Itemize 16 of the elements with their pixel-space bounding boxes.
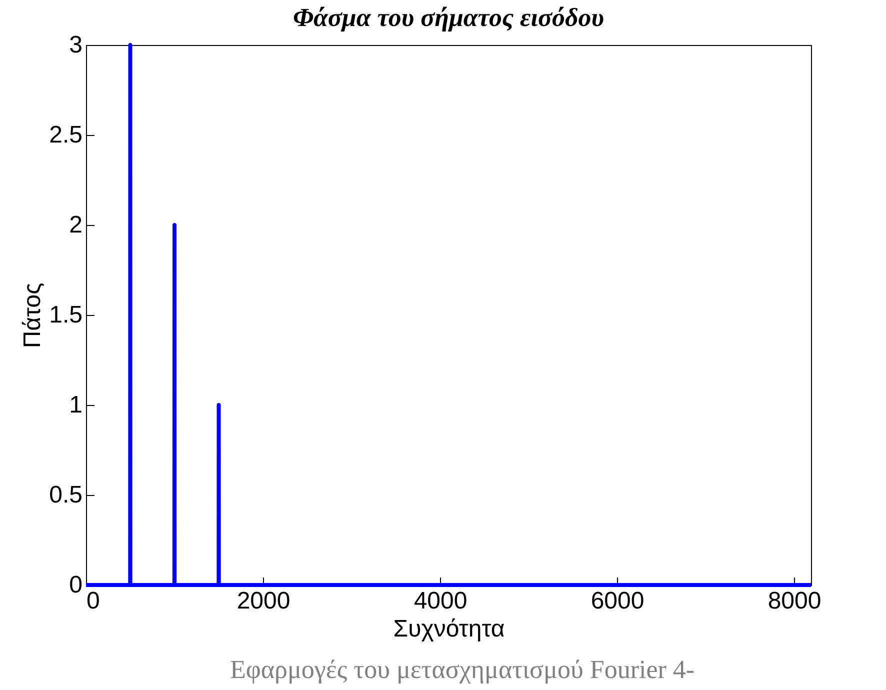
- x-tick-label: 2000: [236, 588, 290, 614]
- y-tick-label: 3: [69, 32, 82, 58]
- x-tick-label: 0: [86, 588, 100, 614]
- y-tick-label: 0.5: [49, 482, 82, 508]
- x-axis-title: Συχνότητα: [393, 616, 505, 642]
- x-tick-label: 4000: [414, 588, 468, 614]
- y-tick-label: 2.5: [49, 122, 82, 148]
- y-axis-title: Πάτος: [19, 282, 46, 348]
- text: Εφαρμογές του μετασχηματισμού Fourier 4-: [230, 655, 695, 685]
- x-tick-label: 8000: [768, 588, 822, 614]
- chart-title: Φάσμα του σήματος εισόδου: [292, 3, 604, 32]
- y-tick-label: 1: [69, 392, 82, 418]
- y-tick-label: 2: [69, 212, 82, 238]
- line-series: [84, 43, 813, 587]
- y-tick-label: 1.5: [49, 302, 82, 328]
- x-tick-label: 6000: [590, 588, 644, 614]
